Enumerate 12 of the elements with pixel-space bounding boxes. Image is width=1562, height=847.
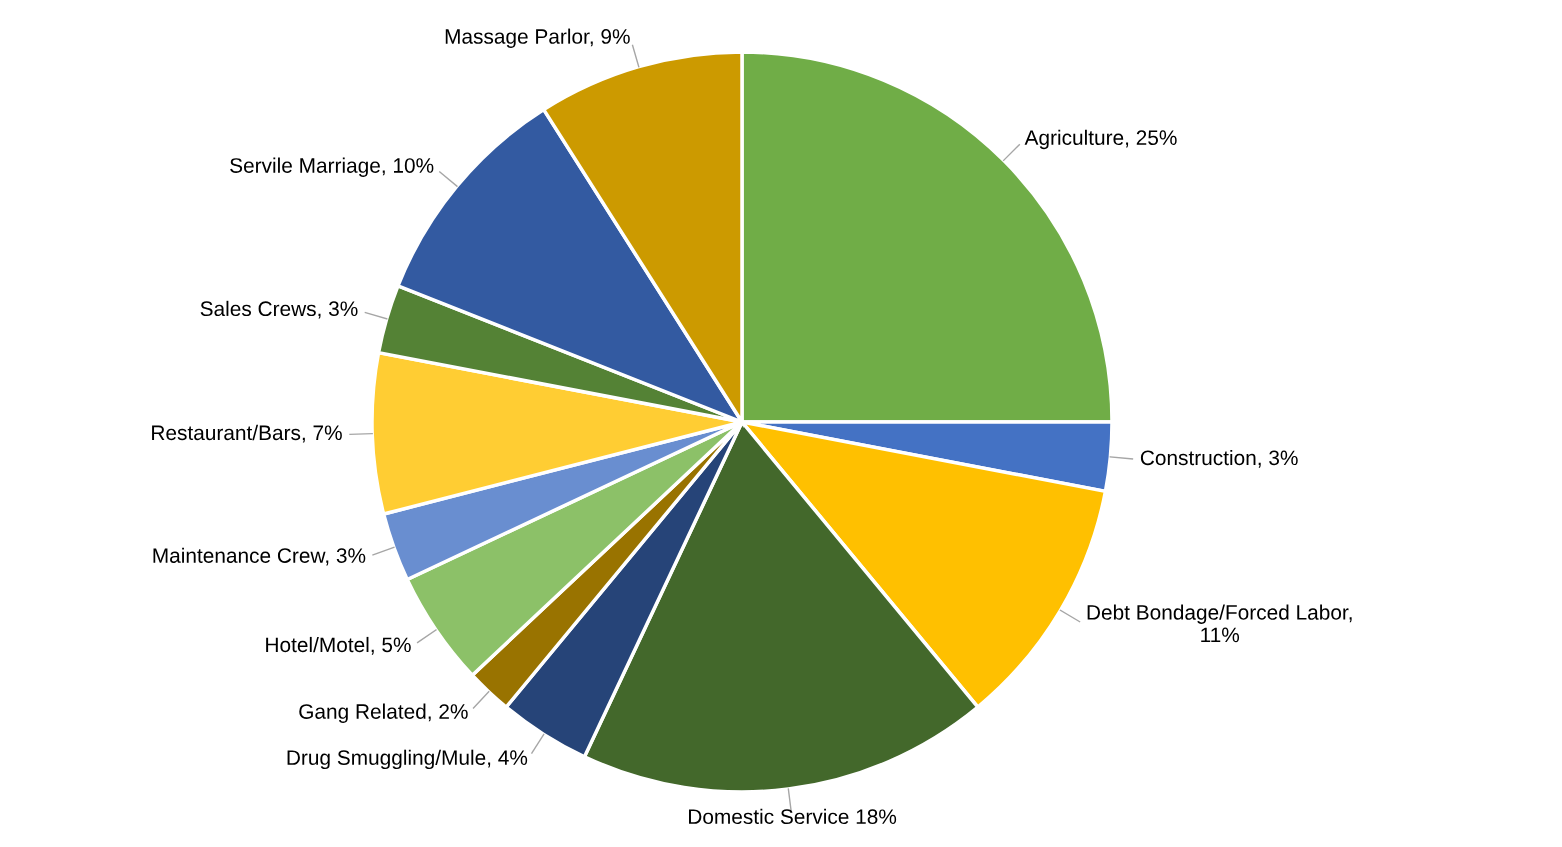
slice-label: Gang Related, 2% bbox=[299, 703, 468, 724]
slice-label: Drug Smuggling/Mule, 4% bbox=[287, 749, 528, 770]
slice-label: Sales Crews, 3% bbox=[200, 300, 358, 319]
slice-label: Domestic Service 18% bbox=[689, 808, 897, 825]
slice-label: Massage Parlor, 9% bbox=[445, 28, 630, 48]
slice-label: Maintenance Crew, 3% bbox=[153, 547, 366, 566]
slice-label: Debt Bondage/Forced Labor, 11% bbox=[1087, 604, 1352, 643]
slice-label: Hotel/Motel, 5% bbox=[266, 636, 411, 655]
slice-label: Restaurant/Bars, 7% bbox=[152, 424, 342, 443]
slice-label: Agriculture, 25% bbox=[1024, 129, 1177, 150]
slice-label: Servile Marriage, 10% bbox=[230, 157, 434, 177]
slice-label: Construction, 3% bbox=[1140, 449, 1298, 468]
